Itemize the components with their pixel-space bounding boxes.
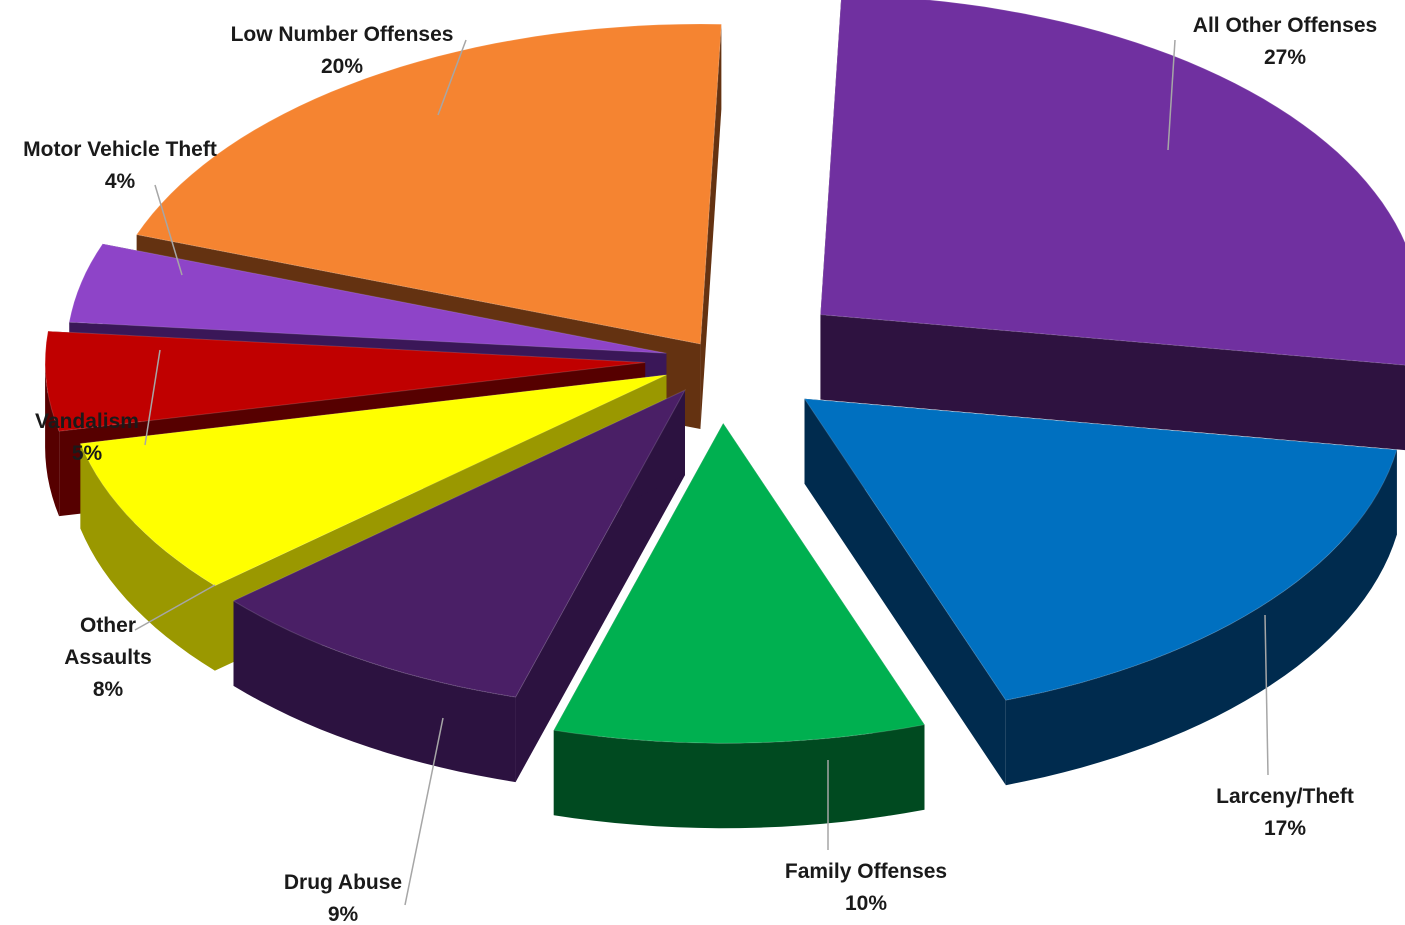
- label-vandalism: Vandalism 5%: [35, 410, 139, 465]
- slice-side-family-offenses: [553, 724, 925, 829]
- label-pct-family-offenses: 10%: [845, 892, 887, 915]
- leader-low-number-offenses: [437, 39, 467, 116]
- label-text-drug-abuse: Drug Abuse: [284, 871, 402, 894]
- label-text-family-offenses: Family Offenses: [785, 860, 947, 883]
- slice-side-vandalism: [45, 362, 60, 517]
- label-text-all-other-offenses: All Other Offenses: [1193, 14, 1377, 37]
- slice-family-offenses: [553, 422, 926, 744]
- label-text-other-assaults: Other: [80, 614, 136, 637]
- leader-all-other-offenses: [1167, 39, 1176, 151]
- slice-side-other-assaults: [80, 443, 216, 671]
- label-pct-motor-vehicle-theft: 4%: [105, 170, 136, 193]
- slice-wall-all-other-offenses-1: [820, 314, 1405, 451]
- label-family-offenses: Family Offenses 10%: [785, 860, 947, 915]
- leader-vandalism: [144, 349, 161, 446]
- leader-larceny-theft: [1264, 614, 1269, 776]
- label-pct-vandalism: 5%: [72, 442, 103, 465]
- slice-tops: [44, 0, 1405, 744]
- label-other-assaults: Other Assaults 8%: [64, 614, 152, 701]
- leader-lines: [134, 39, 1269, 906]
- label-larceny-theft: Larceny/Theft 17%: [1216, 785, 1354, 840]
- label-pct-larceny-theft: 17%: [1264, 817, 1306, 840]
- label-pct-low-number-offenses: 20%: [321, 55, 363, 78]
- label-text-motor-vehicle-theft: Motor Vehicle Theft: [23, 138, 217, 161]
- label-low-number-offenses: Low Number Offenses 20%: [231, 23, 454, 78]
- label-pct-all-other-offenses: 27%: [1264, 46, 1306, 69]
- leader-drug-abuse: [404, 717, 444, 906]
- slice-side-drug-abuse: [233, 600, 516, 783]
- label-drug-abuse: Drug Abuse 9%: [284, 871, 402, 925]
- slice-low-number-offenses: [135, 23, 722, 345]
- slice-side-larceny-theft: [1005, 449, 1397, 786]
- label-pct-drug-abuse: 9%: [328, 903, 359, 925]
- slice-vandalism: [44, 330, 646, 432]
- slice-wall-larceny-theft-1: [804, 398, 1006, 786]
- label-text-vandalism: Vandalism: [35, 410, 139, 433]
- slice-labels: All Other Offenses 27% Larceny/Theft 17% Fam…: [23, 14, 1377, 925]
- leader-motor-vehicle-theft: [154, 184, 183, 276]
- label-all-other-offenses: All Other Offenses 27%: [1193, 14, 1377, 69]
- label-pct-other-assaults: 8%: [93, 678, 124, 701]
- slice-wall-low-number-offenses-1: [700, 24, 722, 430]
- slice-other-assaults: [79, 374, 667, 587]
- label-text-larceny-theft: Larceny/Theft: [1216, 785, 1354, 808]
- label-text-low-number-offenses: Low Number Offenses: [231, 23, 454, 46]
- label-text-other-assaults-1: Assaults: [64, 646, 152, 669]
- slice-drug-abuse: [232, 389, 687, 698]
- slice-all-other-offenses: [819, 0, 1405, 366]
- slice-larceny-theft: [803, 398, 1398, 701]
- label-motor-vehicle-theft: Motor Vehicle Theft 4%: [23, 138, 217, 193]
- slice-motor-vehicle-theft: [68, 243, 667, 354]
- leader-other-assaults: [134, 584, 216, 631]
